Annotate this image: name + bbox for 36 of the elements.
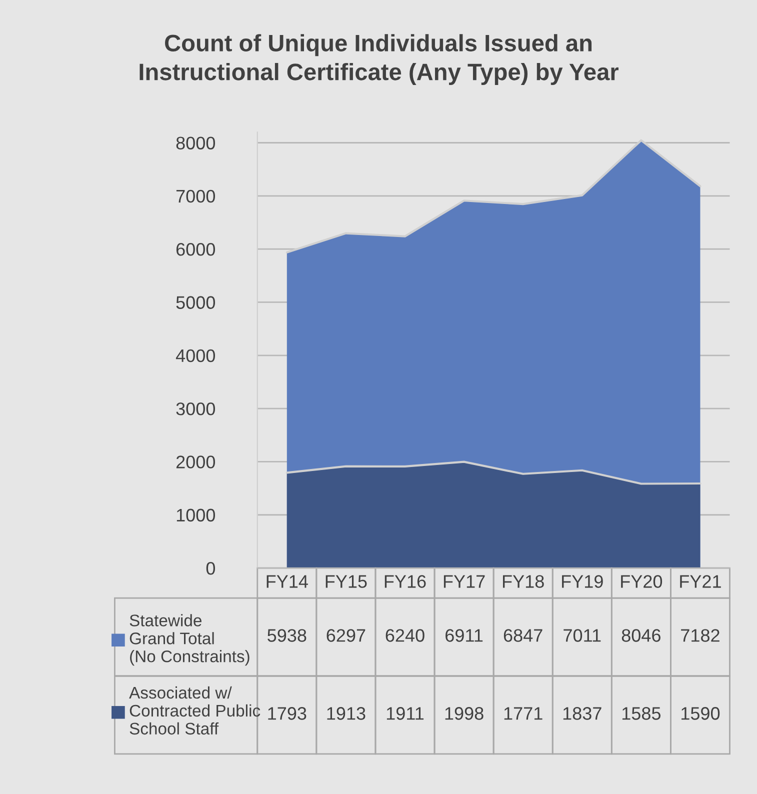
data-label: 7182 (681, 629, 720, 642)
data-label: 6847 (504, 629, 542, 642)
x-tick-label: FY14 (266, 575, 308, 588)
data-label: 6911 (446, 629, 483, 642)
y-tick-label: 3000 (176, 402, 216, 416)
x-tick-label: FY16 (384, 575, 426, 588)
data-label: 1837 (563, 707, 602, 720)
data-label: 1913 (327, 707, 366, 720)
x-tick-label: FY20 (621, 575, 662, 588)
y-tick-label: 5000 (176, 296, 216, 309)
data-label: 1771 (504, 707, 542, 720)
y-tick-label: 7000 (176, 190, 216, 203)
y-tick-label: 6000 (176, 243, 216, 256)
x-tick-label: FY21 (680, 575, 721, 588)
legend-label: Statewide Grand Total (No Constraints) (130, 614, 250, 666)
data-label: 6240 (386, 629, 424, 642)
x-tick-label: FY17 (444, 575, 485, 588)
y-tick-label: 0 (206, 562, 216, 575)
x-tick-label: FY19 (562, 575, 603, 588)
y-tick-label: 4000 (176, 349, 216, 362)
x-tick-label: FY18 (502, 575, 544, 588)
y-tick-label: 1000 (176, 508, 216, 522)
data-label: 1793 (268, 707, 306, 720)
y-tick-label: 2000 (176, 456, 216, 468)
data-label: 8046 (622, 629, 660, 642)
x-tick-label: FY15 (326, 575, 367, 588)
data-label: 1911 (386, 707, 424, 720)
data-label: 5938 (268, 629, 306, 642)
legend-label: Associated w/ Contracted Public School Staff (129, 686, 260, 735)
y-tick-label: 8000 (176, 136, 216, 150)
data-label: 1998 (445, 707, 484, 720)
data-label: 1585 (622, 707, 661, 720)
data-label: 1590 (682, 707, 720, 720)
chart-title: Count of Unique Individuals Issued an Instructional Certificate (Any Type) by Year (140, 34, 619, 85)
data-label: 7011 (564, 629, 601, 642)
data-label: 6297 (326, 629, 366, 642)
